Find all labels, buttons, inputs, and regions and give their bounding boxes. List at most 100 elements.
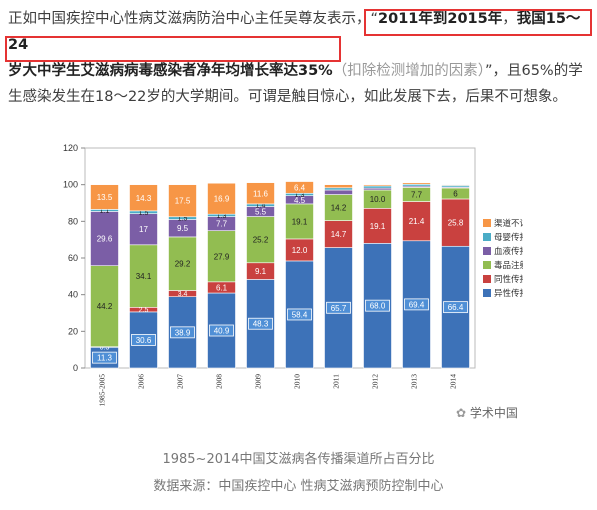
data-label-box [326, 301, 351, 314]
y-tick-label: 40 [68, 290, 78, 300]
article-paragraph: 正如中国疾控中心性病艾滋病防治中心主任吴尊友表示，“2011年到2015年，我国… [8, 6, 593, 110]
bar-segment [168, 184, 197, 218]
chart-frame: 0 20 40 60 80 100 120 11.3 0.3 44.2 29.6 1.1 13.5 198… [55, 138, 529, 434]
y-tick-label: 120 [63, 143, 78, 153]
stacked-bar-chart: 0 20 40 60 80 100 120 11.3 0.3 44.2 29.6 1.1 13.5 198… [63, 143, 529, 407]
article-note: （扣除检测增加的因素） [332, 63, 485, 79]
bar-segment [402, 182, 431, 185]
watermark-text: 学术中国 [469, 406, 518, 420]
legend-swatch [483, 219, 491, 227]
data-label: 27.9 [214, 252, 230, 261]
data-label: 1.3 [217, 213, 227, 220]
bar-segment [207, 182, 236, 215]
legend-swatch [483, 261, 491, 269]
x-tick-label: 2010 [293, 374, 302, 389]
data-label: 25.2 [253, 236, 269, 245]
bar-segment [129, 244, 158, 308]
bar-segment [441, 198, 470, 247]
bar-segment [246, 216, 275, 264]
article-text-1: 正如中国疾控中心性病艾滋病防治中心主任吴尊友表示， [8, 11, 371, 27]
bar-segment [324, 187, 353, 191]
y-tick-label: 80 [68, 216, 78, 226]
data-label: 48.3 [253, 320, 269, 329]
watermark: ✿ 学术中国 [456, 404, 518, 421]
highlight-box-bottom [5, 36, 341, 62]
data-label: 14.2 [331, 204, 347, 213]
legend-swatch [483, 247, 491, 255]
bar-segment [285, 181, 314, 194]
bar-segment [441, 184, 470, 186]
data-label: 6 [453, 189, 458, 198]
chart-caption-source: 数据来源：中国疾控中心 性病艾滋病预防控制中心 [153, 479, 444, 494]
data-label: 19.1 [370, 222, 386, 231]
data-label: 9.5 [177, 224, 189, 233]
quote-open: “ [370, 11, 379, 27]
data-label: 38.9 [175, 328, 191, 337]
legend-label: 毒品注射 [494, 260, 523, 271]
bar-segment [363, 184, 392, 187]
data-label: 6.1 [216, 283, 228, 292]
data-label: 66.4 [448, 303, 464, 312]
data-label-box [248, 317, 273, 330]
data-label: 5.5 [255, 208, 267, 217]
legend-label: 渠道不详 [494, 218, 523, 229]
data-label: 29.6 [97, 235, 113, 244]
data-label: 7.7 [216, 220, 228, 229]
data-label: 25.8 [448, 219, 464, 228]
data-label-box [443, 301, 468, 314]
x-tick-label: 2012 [371, 374, 380, 389]
chart-caption-title: 1985~2014中国艾滋病各传播渠道所占百分比 [162, 452, 435, 467]
legend-label: 同性传播 [494, 274, 523, 285]
data-label: 69.4 [409, 300, 425, 309]
x-tick-label: 2009 [254, 374, 263, 389]
legend-swatch [483, 275, 491, 283]
data-label: 9.1 [255, 267, 267, 276]
x-tick-label: 2007 [176, 374, 185, 389]
data-label: 6.4 [294, 183, 306, 192]
data-label: 1.3 [295, 192, 305, 199]
legend-swatch [483, 233, 491, 241]
data-label-box [170, 326, 195, 339]
data-label: 10.0 [370, 195, 386, 204]
data-label: 14.7 [331, 230, 347, 239]
data-label: 44.2 [97, 302, 113, 311]
article-bold-age-range: 我国15～24 [8, 11, 581, 53]
data-label-box [92, 351, 117, 364]
data-label: 1.5 [178, 216, 188, 223]
data-label: 14.3 [136, 194, 152, 203]
x-tick-label: 2008 [215, 374, 224, 389]
data-label: 11.3 [97, 354, 113, 363]
data-label: 2.5 [139, 307, 149, 314]
bar-segment [324, 189, 353, 195]
data-label-box [287, 308, 312, 321]
data-label-box [131, 334, 156, 346]
bar-segment [363, 185, 392, 189]
data-label: 12.0 [292, 246, 308, 255]
data-label: 21.4 [409, 217, 425, 226]
data-label: 58.4 [292, 310, 308, 319]
data-label: 19.1 [292, 217, 308, 226]
bar-segment [324, 194, 353, 221]
y-tick-label: 100 [63, 180, 78, 190]
bar-segment [168, 236, 197, 291]
wechat-icon: ✿ [456, 406, 470, 420]
data-label: 29.2 [175, 260, 191, 269]
article-bold-years: 2011年到2015年 [378, 11, 503, 27]
data-label: 13.5 [97, 193, 113, 202]
data-label: 65.7 [331, 304, 347, 313]
bar-segment [246, 182, 275, 205]
bar-segment [285, 203, 314, 240]
data-label-box [404, 298, 429, 311]
data-label: 1.4 [256, 203, 266, 210]
data-label: 7.7 [411, 190, 423, 199]
data-label: 3.4 [178, 291, 188, 298]
y-tick-label: 60 [68, 253, 78, 263]
legend-label: 母婴传播 [494, 232, 523, 243]
data-label: 0.3 [100, 345, 110, 352]
data-label: 16.9 [214, 195, 230, 204]
bar-segment [324, 184, 353, 189]
bar-segment [402, 201, 431, 242]
article-bold-growth-rate: 岁大中学生艾滋病病毒感染者净年均增长率达35% [8, 63, 333, 79]
data-label-box [365, 299, 390, 312]
legend-label: 血液传播 [494, 246, 523, 257]
